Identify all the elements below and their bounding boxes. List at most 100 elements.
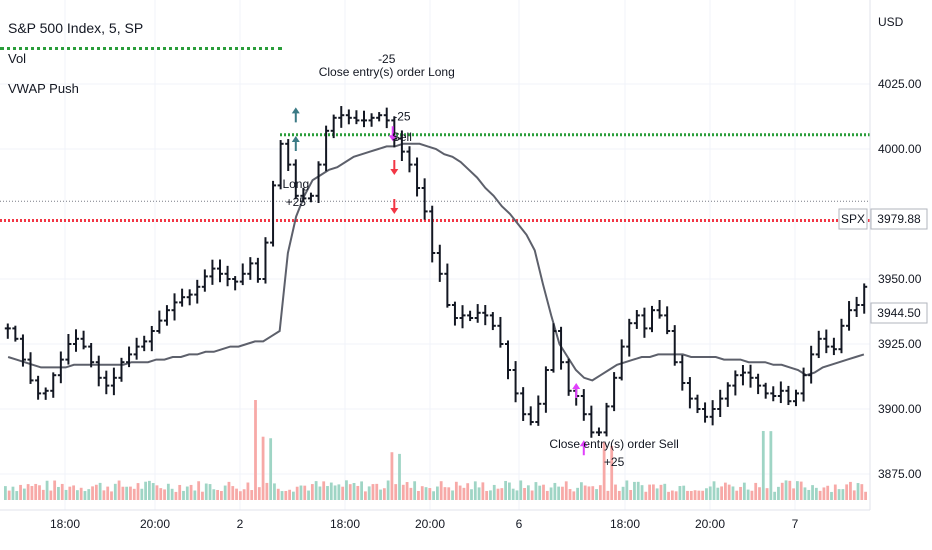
long-entry-arrow <box>291 136 300 151</box>
legend-vwap-push[interactable]: VWAP Push <box>8 81 79 96</box>
volume-bar <box>102 490 106 500</box>
volume-bar <box>144 481 147 500</box>
volume-bar <box>864 491 867 500</box>
volume-bar <box>280 491 284 500</box>
volume-bar <box>492 484 496 500</box>
candle <box>633 310 640 329</box>
volume-bar <box>151 483 155 500</box>
candle <box>315 161 322 203</box>
candle <box>717 389 724 418</box>
legend-vol[interactable]: Vol <box>8 51 27 66</box>
x-tick-label: 20:00 <box>140 517 170 531</box>
volume-bar <box>371 484 375 500</box>
volume-bar <box>174 491 178 500</box>
close-sell-arrow <box>572 383 581 398</box>
volume-bar <box>511 488 515 500</box>
volume-bar <box>659 484 663 500</box>
candle <box>664 306 671 335</box>
volume-bar <box>629 489 633 500</box>
candle <box>209 259 216 285</box>
y-tick-label: 3925.00 <box>878 337 922 351</box>
candle <box>739 365 746 386</box>
volume-bar <box>796 481 799 500</box>
volume-bar <box>220 491 223 500</box>
chart-title[interactable]: S&P 500 Index, 5, SP <box>8 20 144 36</box>
candle <box>808 345 815 384</box>
candle <box>626 318 633 357</box>
candle <box>292 159 299 200</box>
volume-bar <box>602 441 606 500</box>
candle <box>163 305 170 326</box>
candle <box>702 402 709 423</box>
candle <box>50 372 57 398</box>
volume-bar <box>424 487 428 500</box>
price-axis[interactable]: 4025.00 4000.00 3950.00 3925.00 3900.00 3875.… <box>869 0 922 510</box>
volume-bar <box>432 491 435 500</box>
y-tick-label: 3900.00 <box>878 402 922 416</box>
volume-bar <box>94 484 98 500</box>
volume-bar <box>606 490 610 500</box>
x-tick-label: 18:00 <box>330 517 360 531</box>
candle <box>861 283 868 314</box>
candle <box>467 310 474 322</box>
volume-bar <box>34 483 38 500</box>
volume-bar <box>136 483 140 500</box>
volume-bar <box>15 491 19 500</box>
time-axis[interactable]: 18:00 20:00 2 18:00 20:00 6 18:00 20:00 7 <box>0 509 870 531</box>
volume-bar <box>382 488 386 500</box>
volume-bar <box>561 486 564 500</box>
candle <box>368 113 375 127</box>
volume-bar <box>155 485 159 500</box>
volume-bar <box>185 486 189 500</box>
volume-bar <box>549 487 553 500</box>
candle <box>201 269 208 292</box>
volume-bar <box>375 483 379 500</box>
volume-bar <box>670 490 674 500</box>
volume-bar <box>799 481 803 500</box>
candle <box>27 352 34 384</box>
volume-bar <box>674 491 678 500</box>
volume-bar <box>238 491 242 500</box>
volume-bar <box>591 486 595 500</box>
volume-bar <box>765 488 769 500</box>
volume-bar <box>515 490 519 500</box>
candle <box>724 382 731 407</box>
candle <box>88 342 95 368</box>
volume-bar <box>504 480 507 500</box>
volume-bar <box>667 491 670 500</box>
volume-bar <box>458 485 462 500</box>
volume-bar <box>473 481 477 500</box>
candle <box>35 375 42 400</box>
volume-bar <box>852 490 856 500</box>
volume-bar <box>489 490 492 500</box>
candle <box>830 337 837 356</box>
volume-bar <box>470 489 473 500</box>
volume-bar <box>4 486 7 500</box>
x-tick-label: 20:00 <box>415 517 445 531</box>
candle <box>4 323 11 339</box>
y-tick-label: 4000.00 <box>878 142 922 156</box>
volume-bar <box>231 486 235 500</box>
volume-bar <box>644 491 648 500</box>
x-tick-label: 18:00 <box>610 517 640 531</box>
sell-entry-arrow <box>390 160 399 175</box>
volume-bar <box>822 487 826 500</box>
candle <box>338 106 345 128</box>
candle <box>217 259 223 283</box>
volume-bar <box>409 487 413 500</box>
candle <box>398 130 405 162</box>
volume-bar <box>746 489 750 500</box>
volume-bar <box>826 485 830 500</box>
volume-bar <box>439 481 443 500</box>
volume-bar <box>735 490 739 500</box>
volume-bar <box>462 487 466 500</box>
candle <box>247 257 254 280</box>
candle <box>73 329 79 352</box>
volume-bar <box>655 488 659 500</box>
candle <box>444 263 451 308</box>
volume-bar <box>780 482 784 500</box>
volume-bar <box>640 485 644 500</box>
volume-bar <box>348 484 352 500</box>
volume-bar <box>269 438 273 500</box>
